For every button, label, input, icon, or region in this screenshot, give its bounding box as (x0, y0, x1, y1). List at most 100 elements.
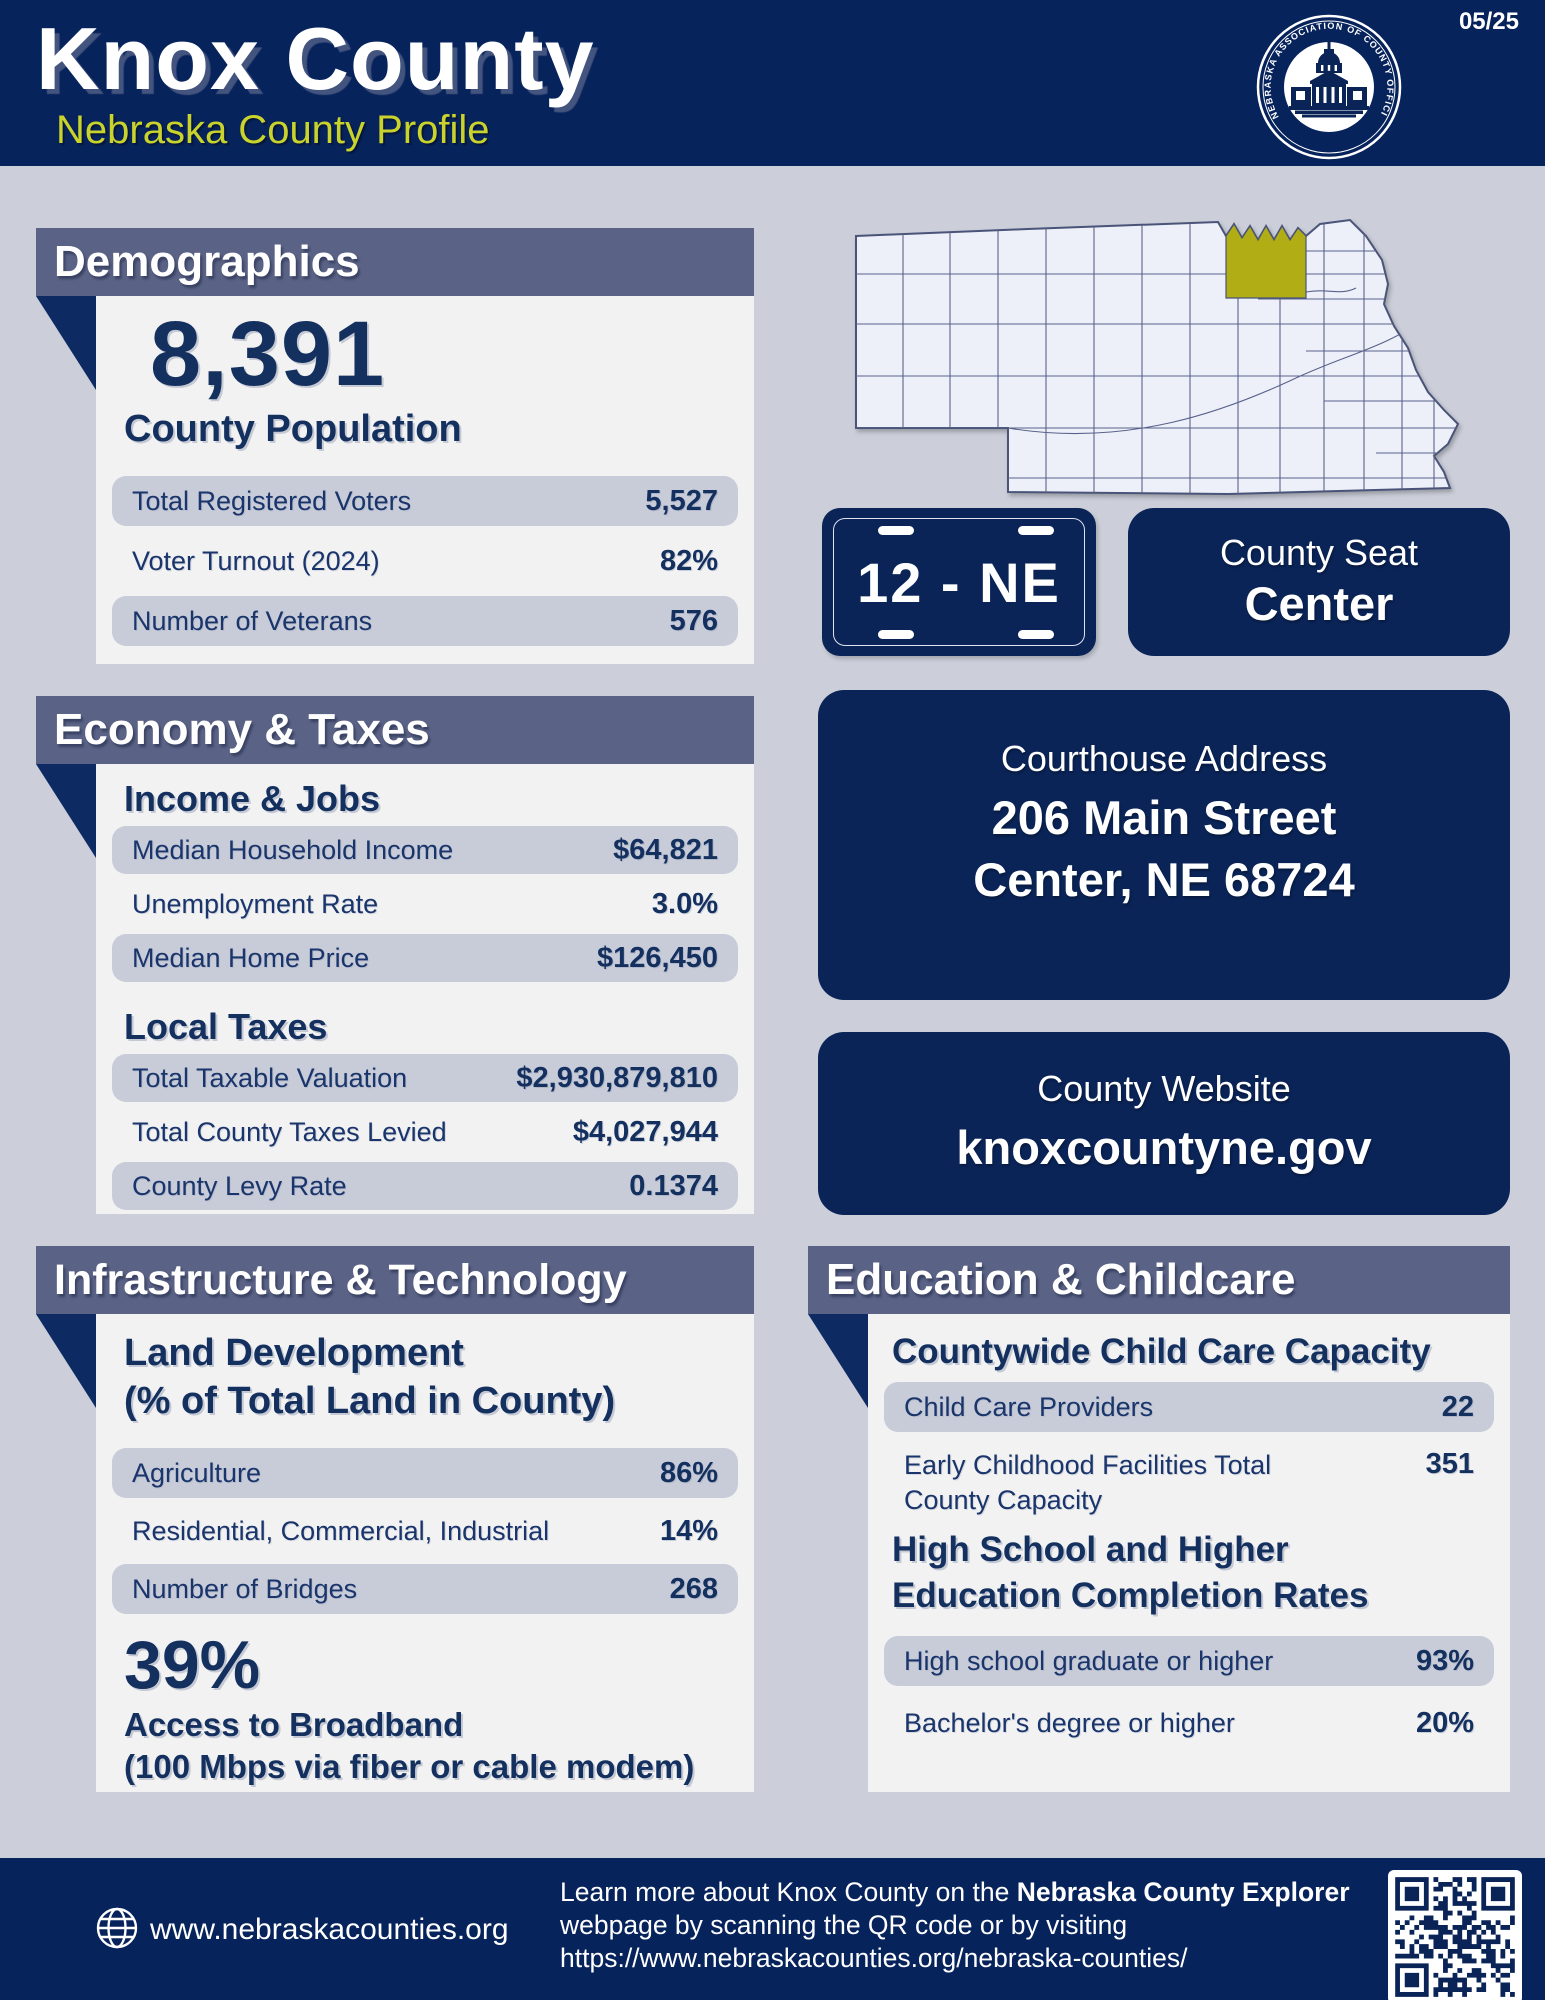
stat-row: Unemployment Rate 3.0% (112, 880, 738, 928)
population-value: 8,391 (150, 303, 386, 405)
knox-county-highlight (1225, 222, 1307, 299)
stat-row: Voter Turnout (2024) 82% (112, 536, 738, 586)
stat-row: Bachelor's degree or higher 20% (884, 1698, 1494, 1748)
stat-row: Early Childhood Facilities Total County … (884, 1442, 1494, 1522)
nebraska-county-map (855, 218, 1460, 496)
land-development-subheading: (% of Total Land in County) (124, 1380, 616, 1422)
stat-value: 14% (659, 1514, 718, 1547)
stat-value: $126,450 (597, 941, 718, 974)
courthouse-icon (1289, 38, 1369, 118)
stat-label: Agriculture (132, 1457, 262, 1488)
courthouse-street: 206 Main Street (991, 791, 1337, 844)
stat-label: Early Childhood Facilities Total County … (904, 1450, 1272, 1515)
plate-slot-icon (1018, 526, 1054, 535)
page-subtitle: Nebraska County Profile (56, 108, 490, 152)
section-header-demographics: Demographics (36, 228, 754, 296)
footer-band (0, 1858, 1545, 2000)
stat-label: Number of Bridges (132, 1573, 358, 1604)
stat-value: 22 (1441, 1390, 1474, 1423)
stat-label: Unemployment Rate (132, 888, 379, 919)
stat-row: Total Registered Voters 5,527 (112, 476, 738, 526)
learn-url: https://www.nebraskacounties.org/nebrask… (560, 1943, 1188, 1973)
website-label: County Website (1037, 1068, 1291, 1109)
stat-label: Total County Taxes Levied (132, 1116, 447, 1147)
courthouse-address-card: Courthouse Address 206 Main Street Cente… (818, 690, 1510, 1000)
stat-label: Total Registered Voters (132, 485, 412, 516)
courthouse-label: Courthouse Address (1000, 738, 1328, 779)
learn-text-bold: Nebraska County Explorer (1016, 1877, 1350, 1907)
stat-label: Residential, Commercial, Industrial (132, 1515, 550, 1546)
stat-row: County Levy Rate 0.1374 (112, 1162, 738, 1210)
stat-value: 20% (1415, 1706, 1474, 1739)
broadband-sublabel: (100 Mbps via fiber or cable modem) (124, 1748, 695, 1785)
stat-label: Number of Veterans (132, 605, 373, 636)
stat-label: Median Household Income (132, 834, 454, 865)
footer-website: www.nebraskacounties.org (150, 1913, 509, 1946)
stat-row: Number of Veterans 576 (112, 596, 738, 646)
website-value: knoxcountyne.gov (956, 1121, 1372, 1174)
stat-value: 351 (1425, 1448, 1474, 1480)
ribbon-fold (36, 1314, 96, 1408)
state-outline (855, 218, 1460, 496)
naco-seal-logo: NEBRASKA ASSOCIATION OF COUNTY OFFICIALS (1256, 14, 1402, 160)
qr-code (1388, 1870, 1522, 2000)
stat-label: Child Care Providers (904, 1391, 1154, 1422)
stat-value: 3.0% (651, 887, 718, 920)
plate-slot-icon (1018, 630, 1054, 639)
education-panel: Countywide Child Care Capacity Child Car… (868, 1314, 1510, 1792)
section-title: Demographics (54, 237, 360, 286)
stat-label: Total Taxable Valuation (132, 1062, 408, 1093)
stat-value: $2,930,879,810 (516, 1061, 718, 1094)
stat-value: 5,527 (645, 484, 718, 517)
section-title: Education & Childcare (826, 1255, 1296, 1304)
county-seat-value: Center (1244, 577, 1394, 630)
plate-slot-icon (878, 526, 914, 535)
demographics-panel: 8,391 County Population Total Registered… (96, 296, 754, 664)
stat-row: Residential, Commercial, Industrial 14% (112, 1506, 738, 1556)
local-taxes-heading: Local Taxes (124, 1006, 328, 1047)
stat-label: County Levy Rate (132, 1170, 347, 1201)
section-header-education: Education & Childcare (808, 1246, 1510, 1314)
ribbon-fold (36, 764, 96, 858)
issue-date: 05/25 (1458, 8, 1519, 35)
population-label: County Population (124, 408, 462, 450)
stat-row: Agriculture 86% (112, 1448, 738, 1498)
county-website-card: County Website knoxcountyne.gov (818, 1032, 1510, 1215)
stat-row: Number of Bridges 268 (112, 1564, 738, 1614)
stat-value: $4,027,944 (572, 1115, 718, 1148)
stat-value: 0.1374 (629, 1169, 718, 1202)
stat-row: Total County Taxes Levied $4,027,944 (112, 1108, 738, 1156)
childcare-heading: Countywide Child Care Capacity (892, 1332, 1431, 1371)
section-header-infrastructure: Infrastructure & Technology (36, 1246, 754, 1314)
section-title: Economy & Taxes (54, 705, 430, 754)
completion-subheading: Education Completion Rates (892, 1576, 1369, 1615)
county-license-plate: 12 - NE (822, 508, 1096, 656)
county-grid-lines (856, 220, 1458, 494)
plate-number: 12 - NE (857, 551, 1061, 614)
stat-label: Voter Turnout (2024) (132, 545, 380, 576)
stat-label: High school graduate or higher (904, 1645, 1274, 1676)
land-development-heading: Land Development (124, 1332, 464, 1374)
ribbon-fold (36, 296, 96, 390)
stat-row: Median Household Income $64,821 (112, 826, 738, 874)
economy-panel: Income & Jobs Median Household Income $6… (96, 764, 754, 1214)
broadband-label: Access to Broadband (124, 1706, 464, 1743)
learn-text: Learn more about Knox County on the (560, 1877, 1017, 1907)
stat-row: Total Taxable Valuation $2,930,879,810 (112, 1054, 738, 1102)
stat-value: 93% (1415, 1644, 1474, 1677)
broadband-value: 39% (124, 1627, 261, 1703)
stat-value: 82% (659, 544, 718, 577)
footer-learn-more-text: Learn more about Knox County on the Nebr… (560, 1876, 1380, 1975)
county-seat-label: County Seat (1219, 532, 1419, 573)
ribbon-fold (808, 1314, 868, 1408)
infrastructure-panel: Land Development (% of Total Land in Cou… (96, 1314, 754, 1792)
plate-slot-icon (878, 630, 914, 639)
stat-row: Median Home Price $126,450 (112, 934, 738, 982)
stat-row: Child Care Providers 22 (884, 1382, 1494, 1432)
header-band: Knox County Nebraska County Profile 05/2… (0, 0, 1545, 166)
stat-value: 576 (669, 604, 718, 637)
income-jobs-heading: Income & Jobs (124, 778, 381, 819)
stat-value: 268 (669, 1572, 718, 1605)
learn-text: webpage by scanning the QR code or by vi… (560, 1910, 1128, 1940)
stat-label: Median Home Price (132, 942, 370, 973)
